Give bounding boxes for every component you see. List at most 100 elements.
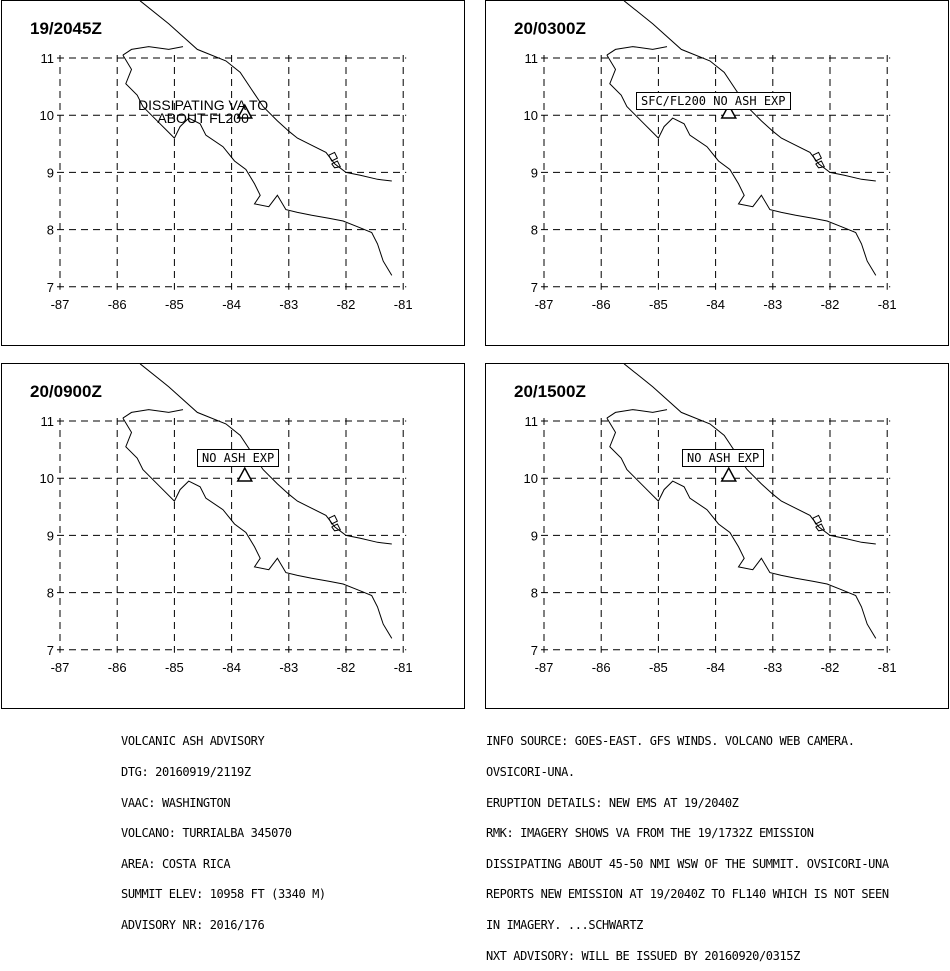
- lon-tick-label: -85: [165, 660, 184, 675]
- footer-right-line: OVSICORI-UNA.: [486, 765, 575, 779]
- lon-tick-label: -85: [649, 297, 668, 312]
- panel-map: -87 -86 -85 -84 -83 -82 -81 11 10 9 8 7: [40, 364, 413, 675]
- lat-tick-label: 10: [40, 471, 54, 486]
- lon-tick-label: -85: [649, 660, 668, 675]
- lon-tick-label: -82: [337, 297, 356, 312]
- panel-valid-time: 20/1500Z: [514, 382, 586, 401]
- coastline: [812, 514, 823, 525]
- panel-valid-time: 20/0900Z: [30, 382, 102, 401]
- lon-tick-label: -86: [592, 297, 611, 312]
- coastline: [815, 523, 826, 532]
- panel-map: -87 -86 -85 -84 -83 -82 -81 11 10 9 8 7: [40, 1, 413, 312]
- footer-right-line: ERUPTION DETAILS: NEW EMS AT 19/2040Z: [486, 795, 739, 810]
- lon-tick-label: -87: [51, 297, 70, 312]
- coastline: [139, 364, 392, 545]
- lon-tick-label: -86: [108, 660, 127, 675]
- ash-forecast-annotation: NO ASH EXP: [197, 449, 280, 467]
- coastline: [812, 151, 823, 162]
- footer-left-line: VOLCANO: TURRIALBA 345070: [121, 826, 292, 841]
- lon-tick-label: -83: [763, 660, 782, 675]
- coastline: [331, 523, 342, 532]
- lon-tick-label: -83: [279, 297, 298, 312]
- lon-tick-label: -87: [535, 297, 554, 312]
- lon-tick-label: -81: [394, 297, 413, 312]
- lon-tick-label: -82: [821, 297, 840, 312]
- forecast-panel: -87 -86 -85 -84 -83 -82 -81 11 10 9 8 7 20/1500Z NO A…: [485, 363, 949, 709]
- lat-tick-label: 7: [47, 643, 54, 658]
- lat-tick-label: 9: [531, 528, 538, 543]
- advisory-remarks-block: INFO SOURCE: GOES-EAST. GFS WINDS. VOLCA…: [486, 716, 889, 971]
- lat-tick-label: 11: [41, 51, 55, 66]
- lon-tick-label: -84: [706, 660, 725, 675]
- coastline: [328, 514, 339, 525]
- lat-tick-label: 7: [47, 280, 54, 295]
- coastline: [623, 1, 876, 182]
- ash-forecast-annotation: NO ASH EXP: [682, 449, 765, 467]
- coastline: [815, 160, 826, 169]
- lat-tick-label: 9: [531, 165, 538, 180]
- lon-tick-label: -86: [108, 297, 127, 312]
- lon-tick-label: -85: [165, 297, 184, 312]
- footer-right-line: INFO SOURCE: GOES-EAST. GFS WINDS. VOLCA…: [486, 734, 855, 749]
- footer-left-line: SUMMIT ELEV: 10958 FT (3340 M): [121, 887, 326, 902]
- lat-tick-label: 7: [531, 643, 538, 658]
- lon-tick-label: -87: [535, 660, 554, 675]
- coastline: [606, 417, 877, 639]
- annotation-line: NO ASH EXP: [202, 451, 275, 465]
- lat-tick-label: 10: [524, 471, 538, 486]
- coastline: [623, 364, 876, 545]
- footer-right-line: RMK: IMAGERY SHOWS VA FROM THE 19/1732Z …: [486, 826, 814, 841]
- panel-valid-time: 20/0300Z: [514, 19, 586, 38]
- lat-tick-label: 9: [47, 528, 54, 543]
- footer-right-line: REPORTS NEW EMISSION AT 19/2040Z TO FL14…: [486, 887, 889, 902]
- lon-tick-label: -84: [222, 297, 241, 312]
- lon-tick-label: -81: [878, 297, 897, 312]
- coastline: [328, 151, 339, 162]
- lon-tick-label: -82: [337, 660, 356, 675]
- lon-tick-label: -81: [394, 660, 413, 675]
- triangle-icon: [236, 466, 254, 482]
- lon-tick-label: -83: [279, 660, 298, 675]
- coastline: [122, 409, 184, 419]
- lat-tick-label: 8: [531, 586, 538, 601]
- footer-right-line: DISSIPATING ABOUT 45-50 NMI WSW OF THE S…: [486, 856, 889, 871]
- lon-tick-label: -84: [706, 297, 725, 312]
- lon-tick-label: -86: [592, 660, 611, 675]
- lat-tick-label: 11: [525, 51, 539, 66]
- footer-left-line: AREA: COSTA RICA: [121, 856, 231, 871]
- coastline: [122, 46, 184, 56]
- footer-right-line: IN IMAGERY. ...SCHWARTZ: [486, 917, 643, 932]
- annotation-line: SFC/FL200 NO ASH EXP: [641, 94, 786, 108]
- panel-valid-time: 19/2045Z: [30, 19, 102, 38]
- lon-tick-label: -87: [51, 660, 70, 675]
- coastline: [606, 46, 668, 56]
- lat-tick-label: 11: [41, 414, 55, 429]
- advisory-header-block: VOLCANIC ASH ADVISORY DTG: 20160919/2119…: [121, 716, 326, 940]
- lat-tick-label: 7: [531, 280, 538, 295]
- panel-map: -87 -86 -85 -84 -83 -82 -81 11 10 9 8 7: [524, 364, 897, 675]
- ash-forecast-annotation: SFC/FL200 NO ASH EXP: [636, 92, 791, 110]
- footer-left-line: ADVISORY NR: 2016/176: [121, 917, 265, 932]
- forecast-panel: -87 -86 -85 -84 -83 -82 -81 11 10 9 8 7 20/0900Z NO A…: [1, 363, 465, 709]
- coastline: [122, 417, 393, 639]
- lat-tick-label: 8: [47, 586, 54, 601]
- lon-tick-label: -81: [878, 660, 897, 675]
- triangle-icon: [720, 103, 738, 119]
- panel-map: -87 -86 -85 -84 -83 -82 -81 11 10 9 8 7: [524, 1, 897, 312]
- lat-tick-label: 10: [40, 108, 54, 123]
- coastline: [606, 54, 877, 276]
- lon-tick-label: -84: [222, 660, 241, 675]
- triangle-icon: [720, 466, 738, 482]
- footer-left-line: VAAC: WASHINGTON: [121, 795, 231, 810]
- forecast-panel: -87 -86 -85 -84 -83 -82 -81 11 10 9 8 7 19/2045Z DISS…: [1, 0, 465, 346]
- lat-tick-label: 9: [47, 165, 54, 180]
- lat-tick-label: 8: [531, 223, 538, 238]
- coastline: [139, 1, 392, 182]
- annotation-line: NO ASH EXP: [687, 451, 760, 465]
- footer-left-line: VOLCANIC ASH ADVISORY: [121, 734, 265, 749]
- lat-tick-label: 10: [524, 108, 538, 123]
- annotation-line: DISSIPATING VA TO: [138, 97, 269, 113]
- ash-forecast-annotation: DISSIPATING VA TO ABOUT FL200: [138, 97, 269, 126]
- annotation-line: ABOUT FL200: [157, 110, 249, 126]
- triangle-icon: [236, 103, 254, 119]
